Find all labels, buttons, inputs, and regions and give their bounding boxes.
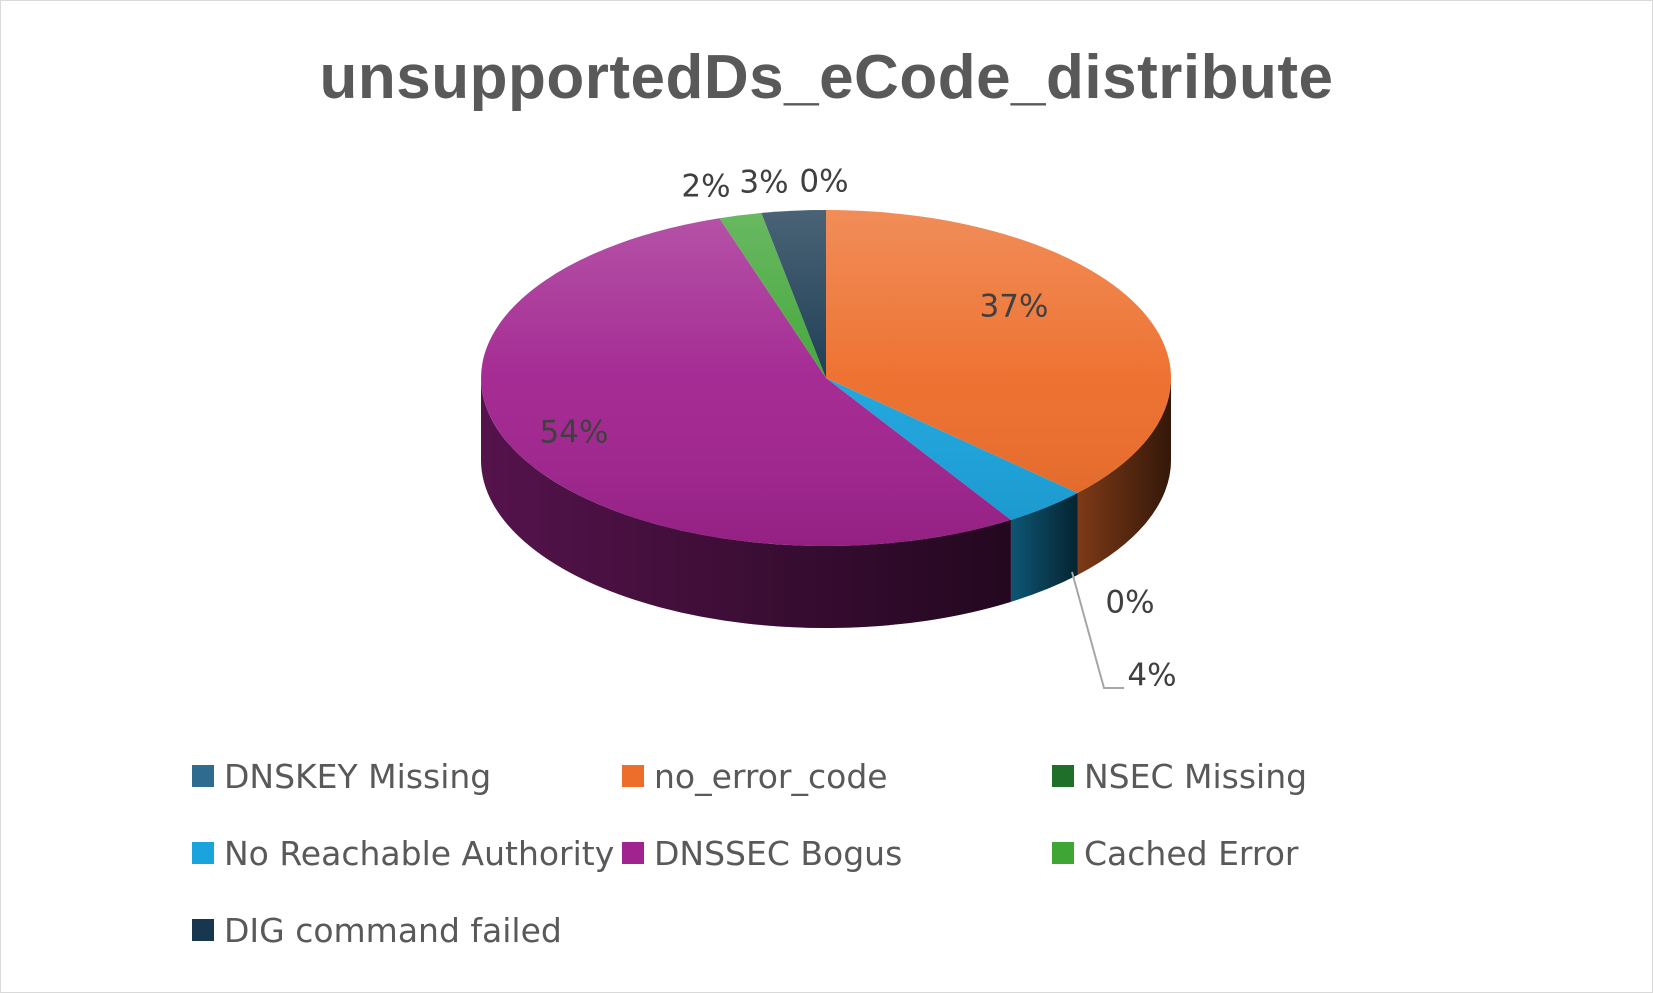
legend-swatch (192, 919, 214, 941)
legend-swatch (1052, 765, 1074, 787)
legend-label: no_error_code (654, 756, 888, 796)
data-label-dnssec-bogus: 54% (540, 415, 609, 451)
legend-swatch (1052, 842, 1074, 864)
data-label-nsec-missing: 0% (1105, 585, 1154, 621)
legend-item-no-reachable-authority[interactable]: No Reachable Authority (192, 833, 614, 873)
pie-side-shading (1010, 493, 1078, 602)
legend-item-nsec-missing[interactable]: NSEC Missing (1052, 756, 1307, 796)
legend-item-dnskey-missing[interactable]: DNSKEY Missing (192, 756, 491, 796)
data-label-dnskey-missing: 0% (799, 164, 848, 200)
legend-label: NSEC Missing (1084, 756, 1308, 796)
pie-top-gloss (481, 210, 1171, 546)
legend-swatch (622, 765, 644, 787)
legend-label: DIG command failed (224, 910, 562, 950)
legend-item-no-error-code[interactable]: no_error_code (622, 756, 888, 796)
pie-side-shading (481, 378, 1011, 629)
legend-swatch (192, 765, 214, 787)
legend-label: No Reachable Authority (224, 833, 615, 873)
legend-swatch (192, 842, 214, 864)
legend-item-dig-command-failed[interactable]: DIG command failed (192, 910, 562, 950)
legend-label: Cached Error (1084, 833, 1299, 873)
legend-label: DNSKEY Missing (224, 756, 492, 796)
data-label-dig-command-failed: 3% (739, 165, 788, 201)
data-label-cached-error: 2% (681, 169, 730, 205)
legend-item-dnssec-bogus[interactable]: DNSSEC Bogus (622, 833, 902, 873)
legend-swatch (622, 842, 644, 864)
data-label-no-error-code: 37% (980, 289, 1049, 325)
chart-title: unsupportedDs_eCode_distribute (319, 43, 1334, 112)
legend-item-cached-error[interactable]: Cached Error (1052, 833, 1299, 873)
data-label-no-reachable-authority: 4% (1127, 658, 1176, 694)
pie-side-shading (1077, 378, 1171, 575)
leader-line (1071, 571, 1124, 689)
legend-label: DNSSEC Bogus (654, 833, 903, 873)
